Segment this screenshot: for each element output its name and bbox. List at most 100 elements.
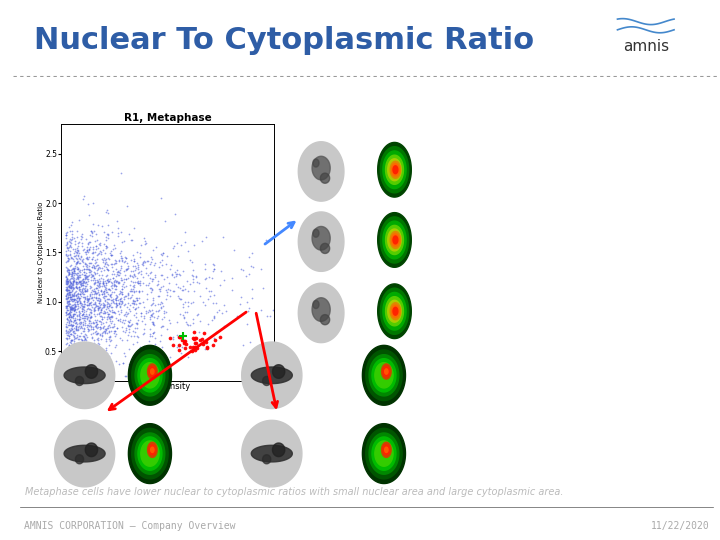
Point <box>61 286 73 294</box>
Point <box>79 248 91 256</box>
Point <box>89 248 101 256</box>
Point <box>188 240 199 249</box>
Point <box>150 259 161 267</box>
Point <box>148 327 160 336</box>
Point <box>164 265 176 273</box>
Point <box>61 276 73 285</box>
Polygon shape <box>148 364 157 379</box>
Point <box>63 316 74 325</box>
Point <box>104 276 115 285</box>
Point <box>102 260 113 268</box>
Point <box>127 281 139 290</box>
Point <box>90 230 102 239</box>
Point <box>79 279 91 287</box>
Point <box>112 271 123 280</box>
Point <box>69 302 81 311</box>
Point <box>62 293 73 301</box>
Point <box>68 296 80 305</box>
Point <box>88 325 99 333</box>
Polygon shape <box>383 151 406 188</box>
Point <box>108 282 120 291</box>
Point <box>61 327 73 336</box>
Point <box>182 246 194 255</box>
Polygon shape <box>320 315 330 325</box>
Point <box>119 292 130 300</box>
Point <box>138 329 150 338</box>
Point <box>63 372 74 380</box>
Point <box>62 372 73 380</box>
Point <box>66 261 77 269</box>
Polygon shape <box>382 442 391 457</box>
Point <box>74 299 86 307</box>
Point <box>65 305 76 313</box>
Point <box>139 258 150 266</box>
Point <box>189 342 201 351</box>
Point <box>79 294 91 302</box>
Point <box>99 327 111 335</box>
Point <box>74 271 86 280</box>
Point <box>63 270 74 279</box>
Point <box>101 326 112 335</box>
Point <box>92 264 104 272</box>
Point <box>190 271 202 280</box>
Point <box>139 325 150 333</box>
Polygon shape <box>383 367 390 376</box>
Text: mask (cytoplasmic mask).: mask (cytoplasmic mask). <box>457 243 612 256</box>
Point <box>73 312 84 320</box>
Point <box>93 297 104 306</box>
Point <box>65 302 76 310</box>
Point <box>99 309 110 318</box>
Point <box>67 314 78 322</box>
Text: brightfield mask eroded 3: brightfield mask eroded 3 <box>457 200 611 213</box>
Point <box>117 256 128 265</box>
Point <box>60 298 72 306</box>
Point <box>78 297 89 306</box>
Point <box>122 299 134 307</box>
Point <box>114 295 126 303</box>
Point <box>83 311 94 320</box>
Point <box>70 308 81 316</box>
Polygon shape <box>388 229 401 251</box>
Point <box>84 320 96 329</box>
Point <box>247 262 258 271</box>
Point <box>87 271 99 280</box>
Point <box>69 264 81 272</box>
Point <box>110 294 122 303</box>
Point <box>69 309 81 318</box>
Point <box>93 294 104 302</box>
Point <box>73 295 85 303</box>
Point <box>102 309 114 318</box>
Point <box>83 199 94 208</box>
Point <box>80 272 91 281</box>
Text: Description:: Description: <box>457 93 542 106</box>
Point <box>73 326 84 334</box>
Point <box>94 296 106 305</box>
Point <box>89 290 100 299</box>
Point <box>110 285 122 293</box>
Point <box>95 286 107 295</box>
Point <box>202 319 214 328</box>
Point <box>163 279 175 287</box>
Polygon shape <box>385 155 403 184</box>
Point <box>235 299 246 308</box>
Point <box>68 274 80 283</box>
Point <box>91 294 102 303</box>
Point <box>99 256 110 265</box>
Point <box>86 343 97 352</box>
Point <box>96 314 108 323</box>
Point <box>93 304 104 313</box>
Point <box>148 260 160 269</box>
Point <box>61 266 73 275</box>
Point <box>66 303 78 312</box>
Point <box>91 245 102 253</box>
Point <box>174 271 186 279</box>
Point <box>76 355 87 363</box>
Point <box>69 300 81 309</box>
Point <box>84 317 96 326</box>
Point <box>79 287 91 295</box>
Point <box>79 329 91 338</box>
Point <box>66 312 77 321</box>
Point <box>209 265 220 273</box>
Point <box>171 270 182 279</box>
Point <box>77 281 89 289</box>
